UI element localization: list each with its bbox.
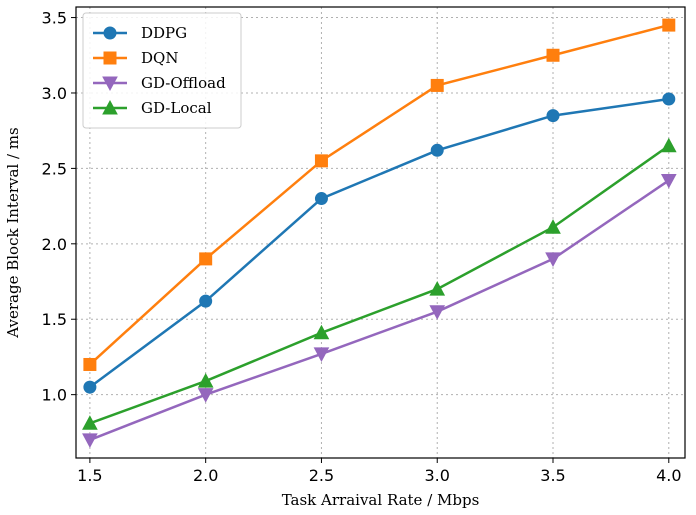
x-tick-label: 3.5 [540,466,565,485]
legend-marker [103,51,117,65]
y-axis-label: Average Block Interval / ms [4,127,22,338]
data-point-dqn [199,252,213,266]
data-point-gd-offload [429,305,446,320]
y-tick-label: 1.0 [42,386,67,405]
series-dqn [83,18,676,371]
x-tick-label: 2.5 [309,466,334,485]
y-axis-ticks: 1.0 1.5 2.0 2.5 3.0 3.5 [42,9,76,405]
series-line-ddpg [89,97,669,389]
series-line-gd-local [89,144,670,425]
legend-label: DQN [141,49,178,67]
legend-box [82,12,242,129]
x-axis-ticks: 1.5 2.0 2.5 3.0 3.5 4.0 [77,458,682,485]
x-axis-label: Task Arraival Rate / Mbps [282,491,480,509]
series-gd-local [82,137,677,430]
data-point-dqn [314,154,328,168]
legend-label: GD-Offload [141,74,226,92]
y-tick-label: 3.5 [42,9,67,28]
data-point-gd-offload [313,347,330,362]
data-point-ddpg [314,192,328,206]
series-ddpg [83,92,676,394]
data-point-gd-offload [660,173,677,189]
x-tick-label: 2.0 [193,466,218,485]
data-point-gd-local [429,281,446,296]
data-point-ddpg [546,109,560,123]
data-point-gd-offload [197,388,214,403]
data-point-gd-offload [82,433,98,448]
series-group [82,18,677,448]
series-line-gd-offload [89,179,670,442]
legend-item-dqn: DQN [93,49,178,67]
legend-marker [103,26,117,40]
data-point-ddpg [662,92,676,106]
data-point-gd-local [660,137,677,153]
legend-marker [102,76,118,92]
legend-item-gd-local: GD-Local [93,99,212,117]
legend-label: GD-Local [141,99,212,117]
y-tick-label: 1.5 [42,310,67,329]
x-tick-label: 1.5 [77,466,102,485]
data-point-dqn [546,48,560,62]
data-point-gd-local [313,324,330,340]
y-tick-label: 2.0 [42,235,67,254]
data-point-gd-local [197,373,214,388]
x-tick-label: 4.0 [656,466,681,485]
series-gd-offload [82,173,677,448]
y-tick-label: 3.0 [42,84,67,103]
legend-label: DDPG [141,24,187,42]
data-point-gd-local [82,415,98,430]
legend-item-ddpg: DDPG [93,24,187,42]
series-line-dqn [89,23,670,366]
data-point-gd-offload [545,252,561,267]
data-point-ddpg [430,143,444,157]
legend-item-gd-offload: GD-Offload [93,74,226,92]
data-point-dqn [430,78,444,92]
legend-marker [102,99,118,115]
x-tick-label: 3.0 [425,466,450,485]
legend: DDPG DQN GD-Offload GD-Local [82,12,242,129]
data-point-ddpg [83,380,97,394]
data-point-ddpg [199,294,213,308]
plot-frame [75,6,686,459]
y-tick-label: 2.5 [42,159,67,178]
data-point-dqn [83,357,97,371]
data-point-dqn [662,18,676,32]
data-point-gd-local [545,219,561,234]
